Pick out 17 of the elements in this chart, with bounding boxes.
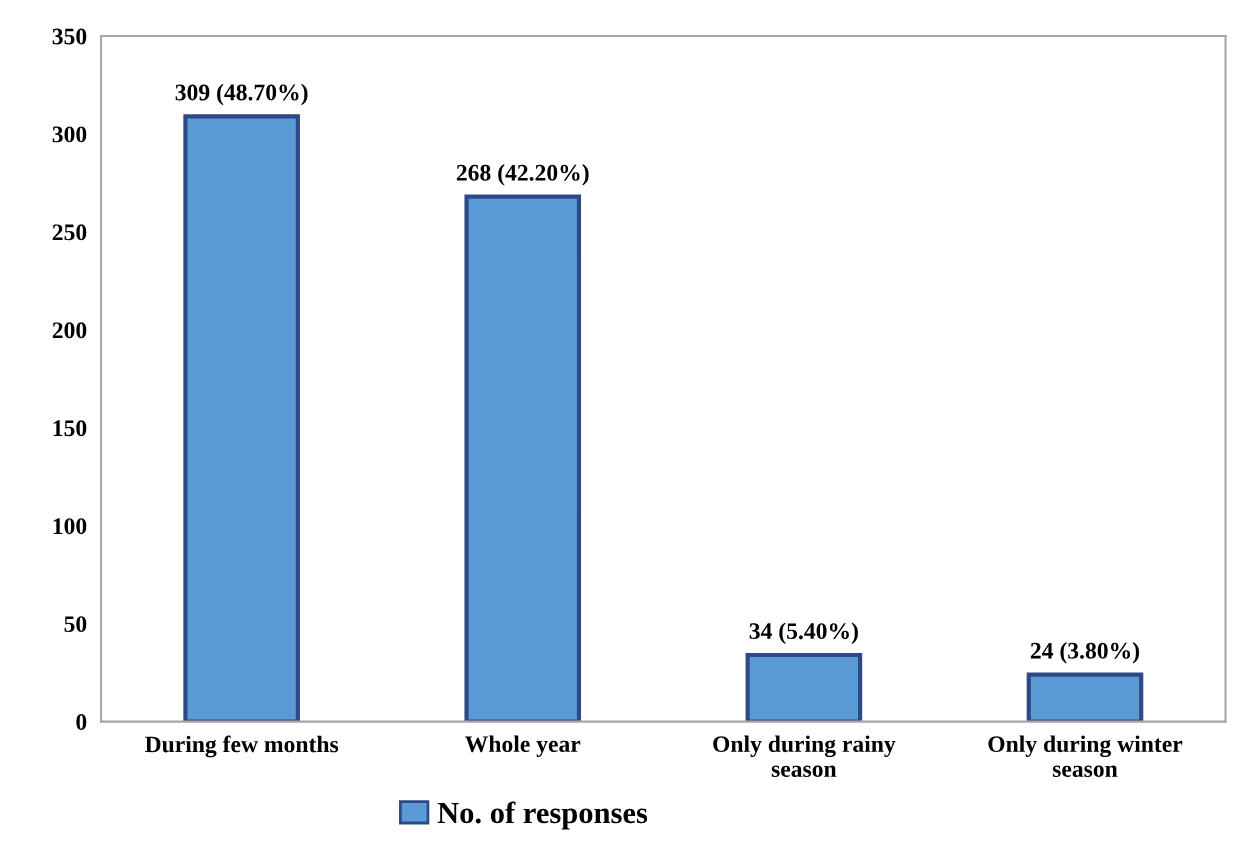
data-label: 309 (48.70%) (175, 83, 308, 106)
x-tick-label: Only during winter season (988, 735, 1183, 777)
data-label: 34 (5.40%) (749, 622, 858, 644)
x-tick-label: Whole year (465, 735, 581, 757)
x-tick-label: During few months (144, 735, 339, 758)
y-tick-label: 350 (52, 28, 87, 45)
y-tick-label: 50 (64, 616, 87, 633)
y-tick-label: 250 (52, 224, 87, 241)
y-tick-label: 300 (52, 126, 87, 143)
y-tick-label: 150 (53, 420, 87, 437)
y-tick-label: 0 (76, 714, 87, 731)
y-tick-label: 200 (52, 322, 87, 339)
data-label: 268 (42.20%) (456, 164, 589, 186)
data-label: 24 (3.80%) (1030, 642, 1140, 664)
legend-label: No. of responses (437, 801, 648, 830)
x-tick-label: Only during rainy season (713, 735, 896, 777)
y-tick-label: 100 (53, 518, 87, 535)
